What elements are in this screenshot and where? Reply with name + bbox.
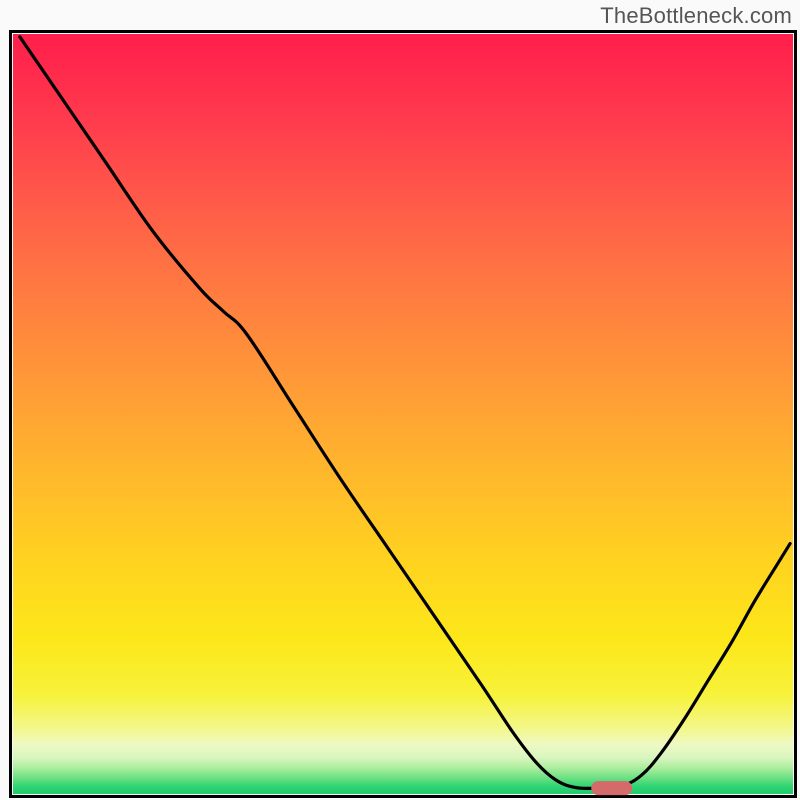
curve-layer <box>12 33 794 795</box>
bottleneck-curve <box>20 37 790 789</box>
chart-canvas: TheBottleneck.com <box>0 0 800 800</box>
min-marker <box>591 781 633 795</box>
watermark-text: TheBottleneck.com <box>600 3 792 29</box>
plot-frame <box>9 30 797 798</box>
